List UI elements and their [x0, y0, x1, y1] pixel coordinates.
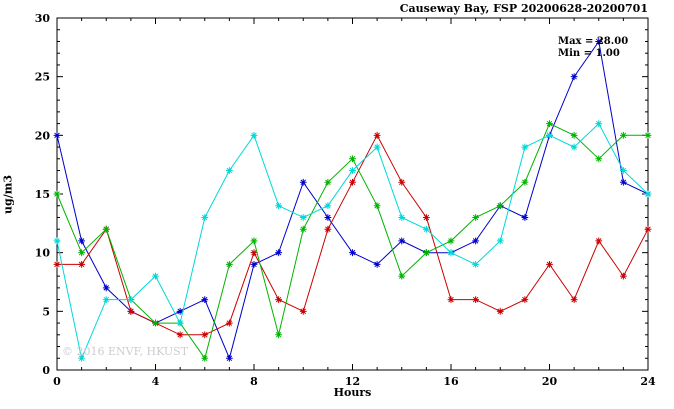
series-markers-cyan [53, 120, 652, 362]
x-tick-label: 4 [152, 375, 160, 388]
y-tick-label: 5 [42, 305, 50, 318]
min-label: Min = 1.00 [558, 48, 620, 59]
x-tick-label: 8 [250, 375, 258, 388]
max-min-annotation: Max = 28.00 Min = 1.00 [558, 36, 628, 60]
y-tick-label: 25 [35, 71, 50, 84]
watermark: © 2016 ENVF, HKUST [62, 345, 189, 358]
series-markers-green [53, 120, 652, 362]
chart-title: Causeway Bay, FSP 20200628-20200701 [399, 2, 648, 15]
y-tick-label: 15 [35, 188, 50, 201]
x-axis-label: Hours [333, 386, 372, 399]
y-tick-label: 30 [35, 12, 51, 25]
x-tick-label: 24 [640, 375, 656, 388]
series-markers-red [53, 131, 652, 339]
series-markers-blue [53, 38, 652, 362]
max-label: Max = 28.00 [558, 36, 629, 47]
series-line-blue [56, 40, 649, 360]
x-tick-label: 12 [345, 375, 360, 388]
plot-border [56, 17, 649, 371]
series-line-red [57, 134, 649, 336]
x-tick-label: 20 [542, 375, 558, 388]
x-tick-label: 0 [53, 375, 61, 388]
y-tick-label: 0 [42, 364, 50, 377]
y-axis-label: ug/m3 [1, 175, 15, 214]
y-tick-label: 20 [35, 129, 51, 142]
x-tick-label: 16 [443, 375, 459, 388]
y-tick-label: 10 [35, 247, 51, 260]
